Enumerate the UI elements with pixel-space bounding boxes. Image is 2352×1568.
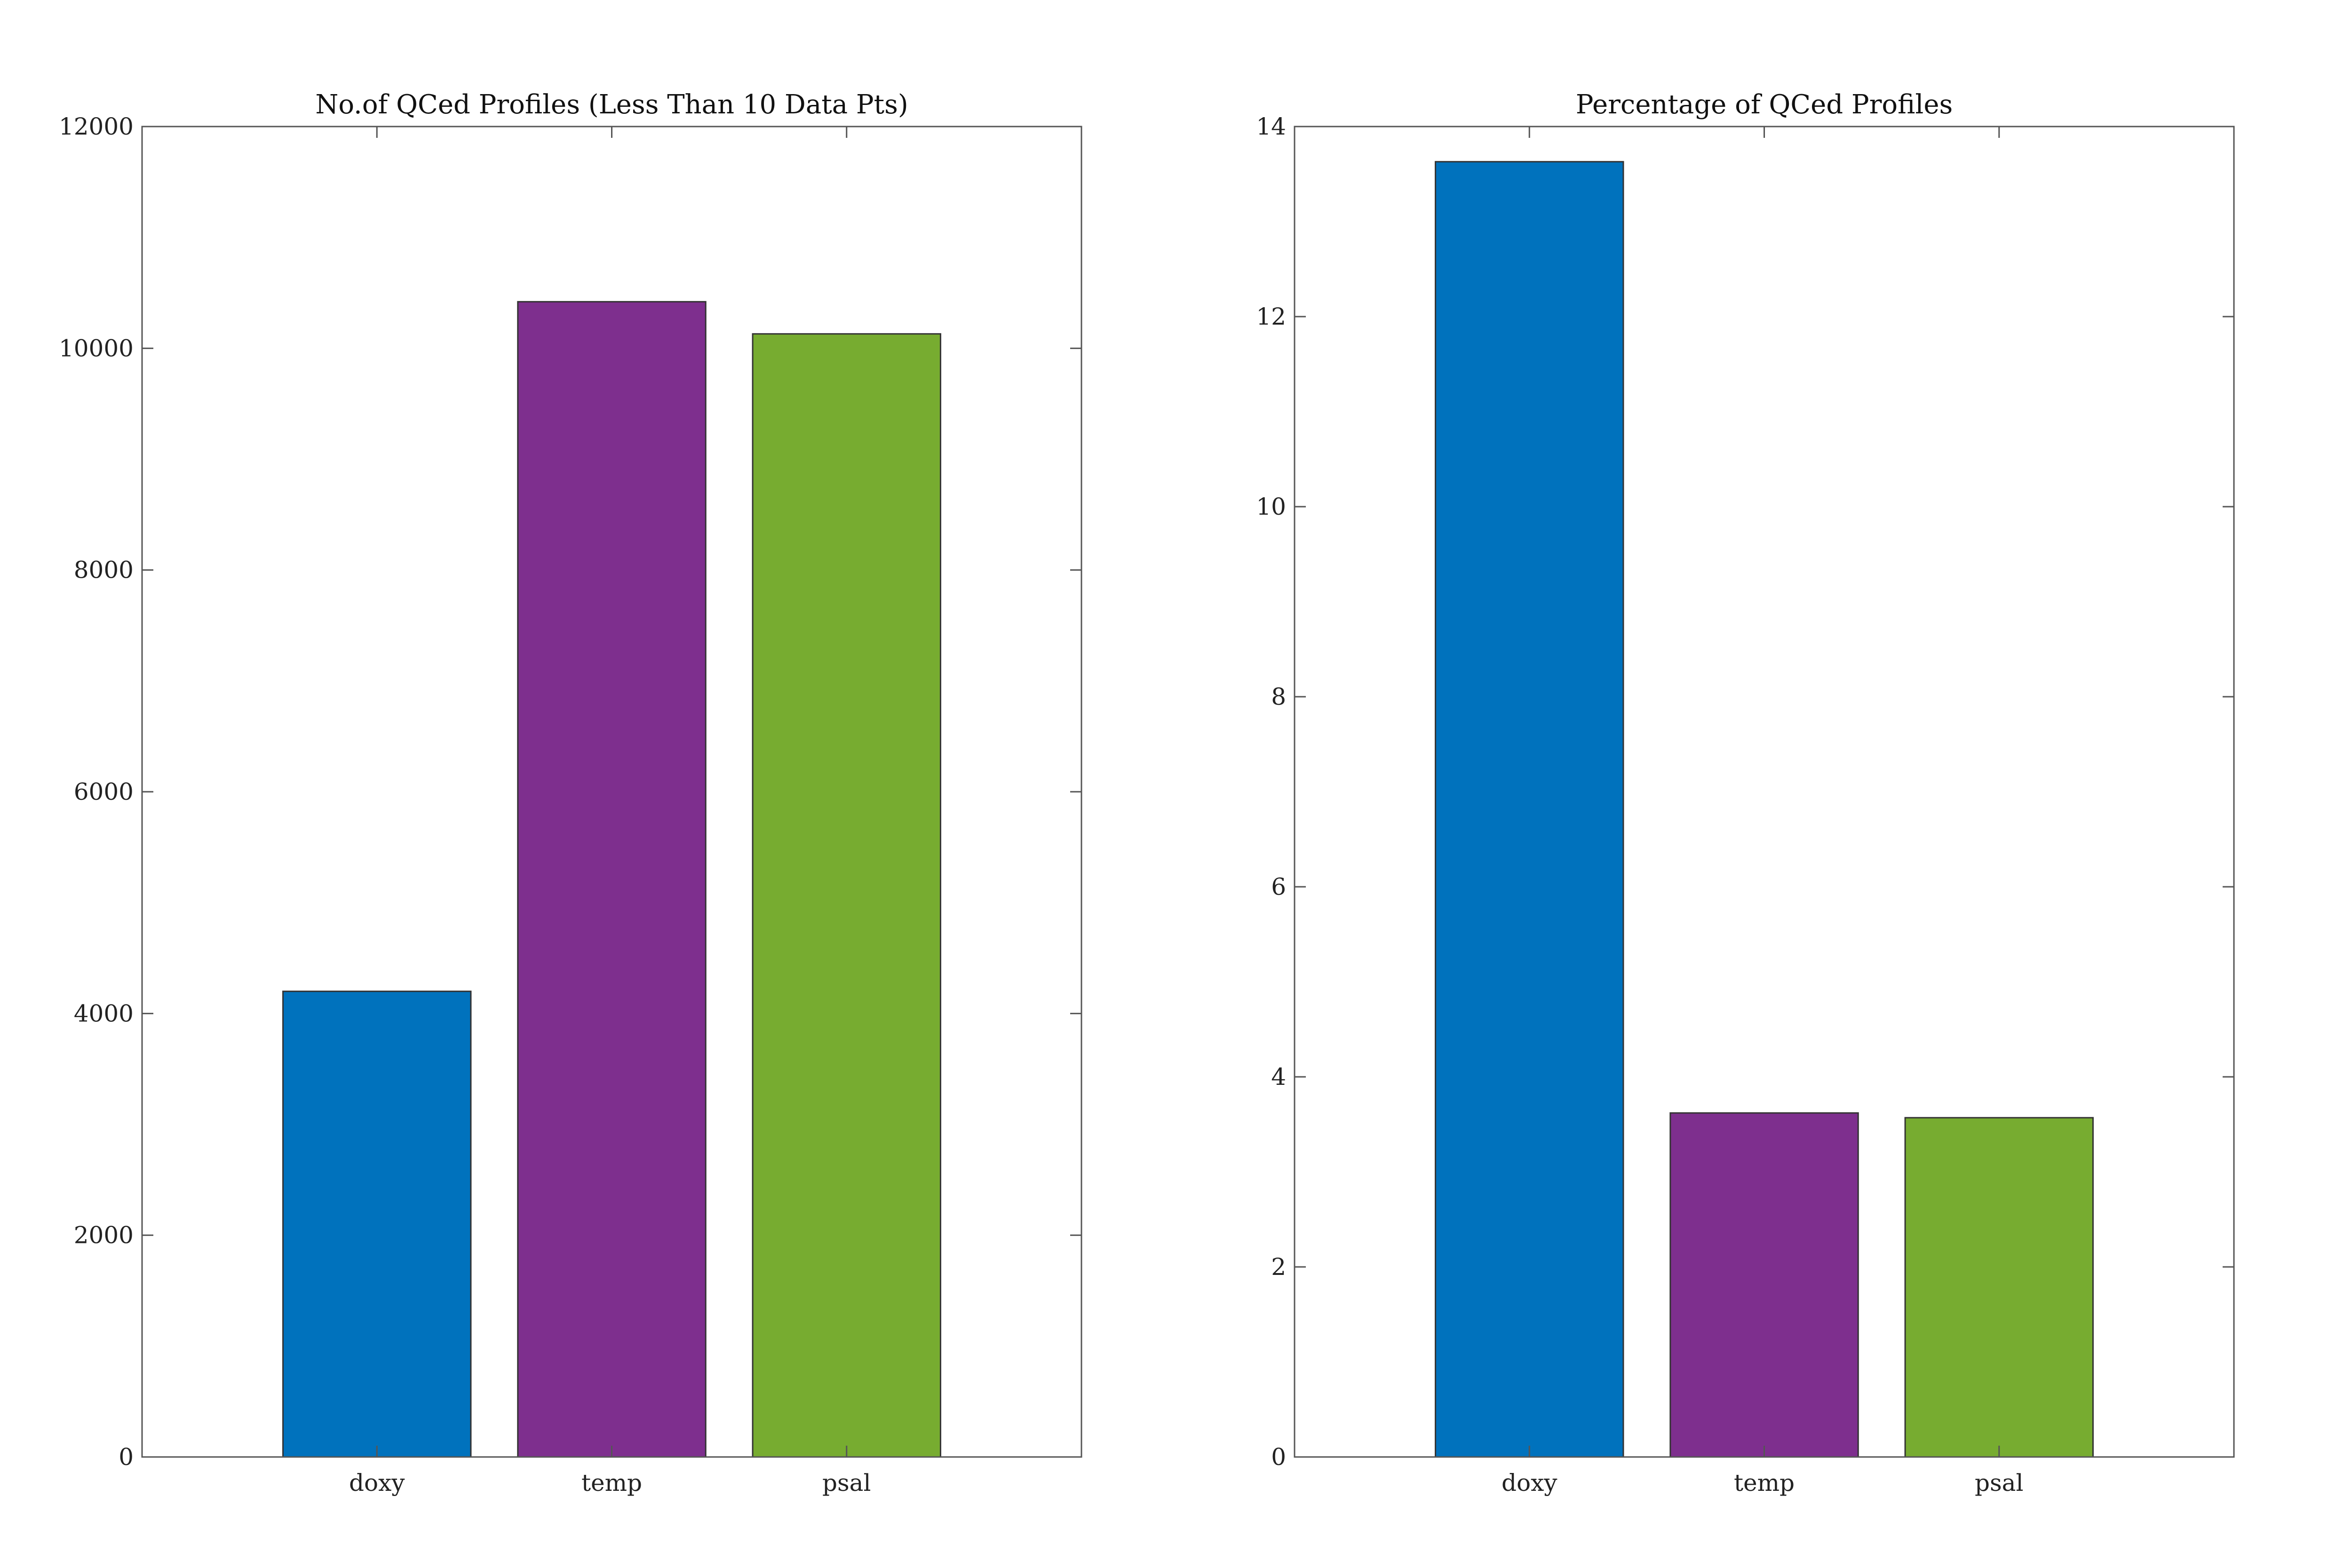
bar-doxy xyxy=(1435,161,1624,1458)
chart-2: 0 2 4 6 8 10 12 14 doxy temp psal Percentage of QCe… xyxy=(1256,89,2235,1496)
y-tick-label: 2 xyxy=(1271,1253,1286,1281)
chart-1: 0 2000 4000 6000 8000 10000 12000 doxy temp psal N… xyxy=(59,89,1082,1496)
y-tick-label: 8000 xyxy=(74,557,134,584)
chart-title: Percentage of QCed Profiles xyxy=(1576,89,1953,120)
y-tick-label: 0 xyxy=(1271,1443,1286,1471)
y-tick-label: 4 xyxy=(1271,1063,1286,1090)
bar-psal xyxy=(752,333,941,1458)
y-tick-label: 8 xyxy=(1271,683,1286,710)
y-tick-label: 0 xyxy=(119,1443,134,1471)
bar-doxy xyxy=(282,990,472,1458)
x-tick-label-doxy: doxy xyxy=(1502,1469,1557,1496)
x-tick-label-temp: temp xyxy=(1734,1469,1795,1496)
y-tick-label: 12 xyxy=(1256,303,1286,330)
y-tick-label: 10000 xyxy=(59,334,134,362)
y-tick-label: 4000 xyxy=(74,1000,134,1027)
y-tick-label: 2000 xyxy=(74,1222,134,1249)
x-tick-label-psal: psal xyxy=(822,1469,871,1496)
bar-temp xyxy=(1669,1112,1859,1458)
y-tick-label: 14 xyxy=(1256,113,1286,140)
y-tick-label: 6 xyxy=(1271,873,1286,900)
charts-root: 0 2000 4000 6000 8000 10000 12000 doxy temp psal N… xyxy=(59,89,2235,1496)
x-tick-label-doxy: doxy xyxy=(349,1469,405,1496)
bar-temp xyxy=(517,301,707,1458)
y-tick-label: 12000 xyxy=(59,113,134,140)
x-tick-label-psal: psal xyxy=(1975,1469,2023,1496)
chart-title: No.of QCed Profiles (Less Than 10 Data P… xyxy=(315,89,908,120)
x-tick-label-temp: temp xyxy=(581,1469,642,1496)
y-tick-label: 10 xyxy=(1256,493,1286,520)
bar-psal xyxy=(1904,1117,2094,1458)
y-tick-label: 6000 xyxy=(74,778,134,805)
